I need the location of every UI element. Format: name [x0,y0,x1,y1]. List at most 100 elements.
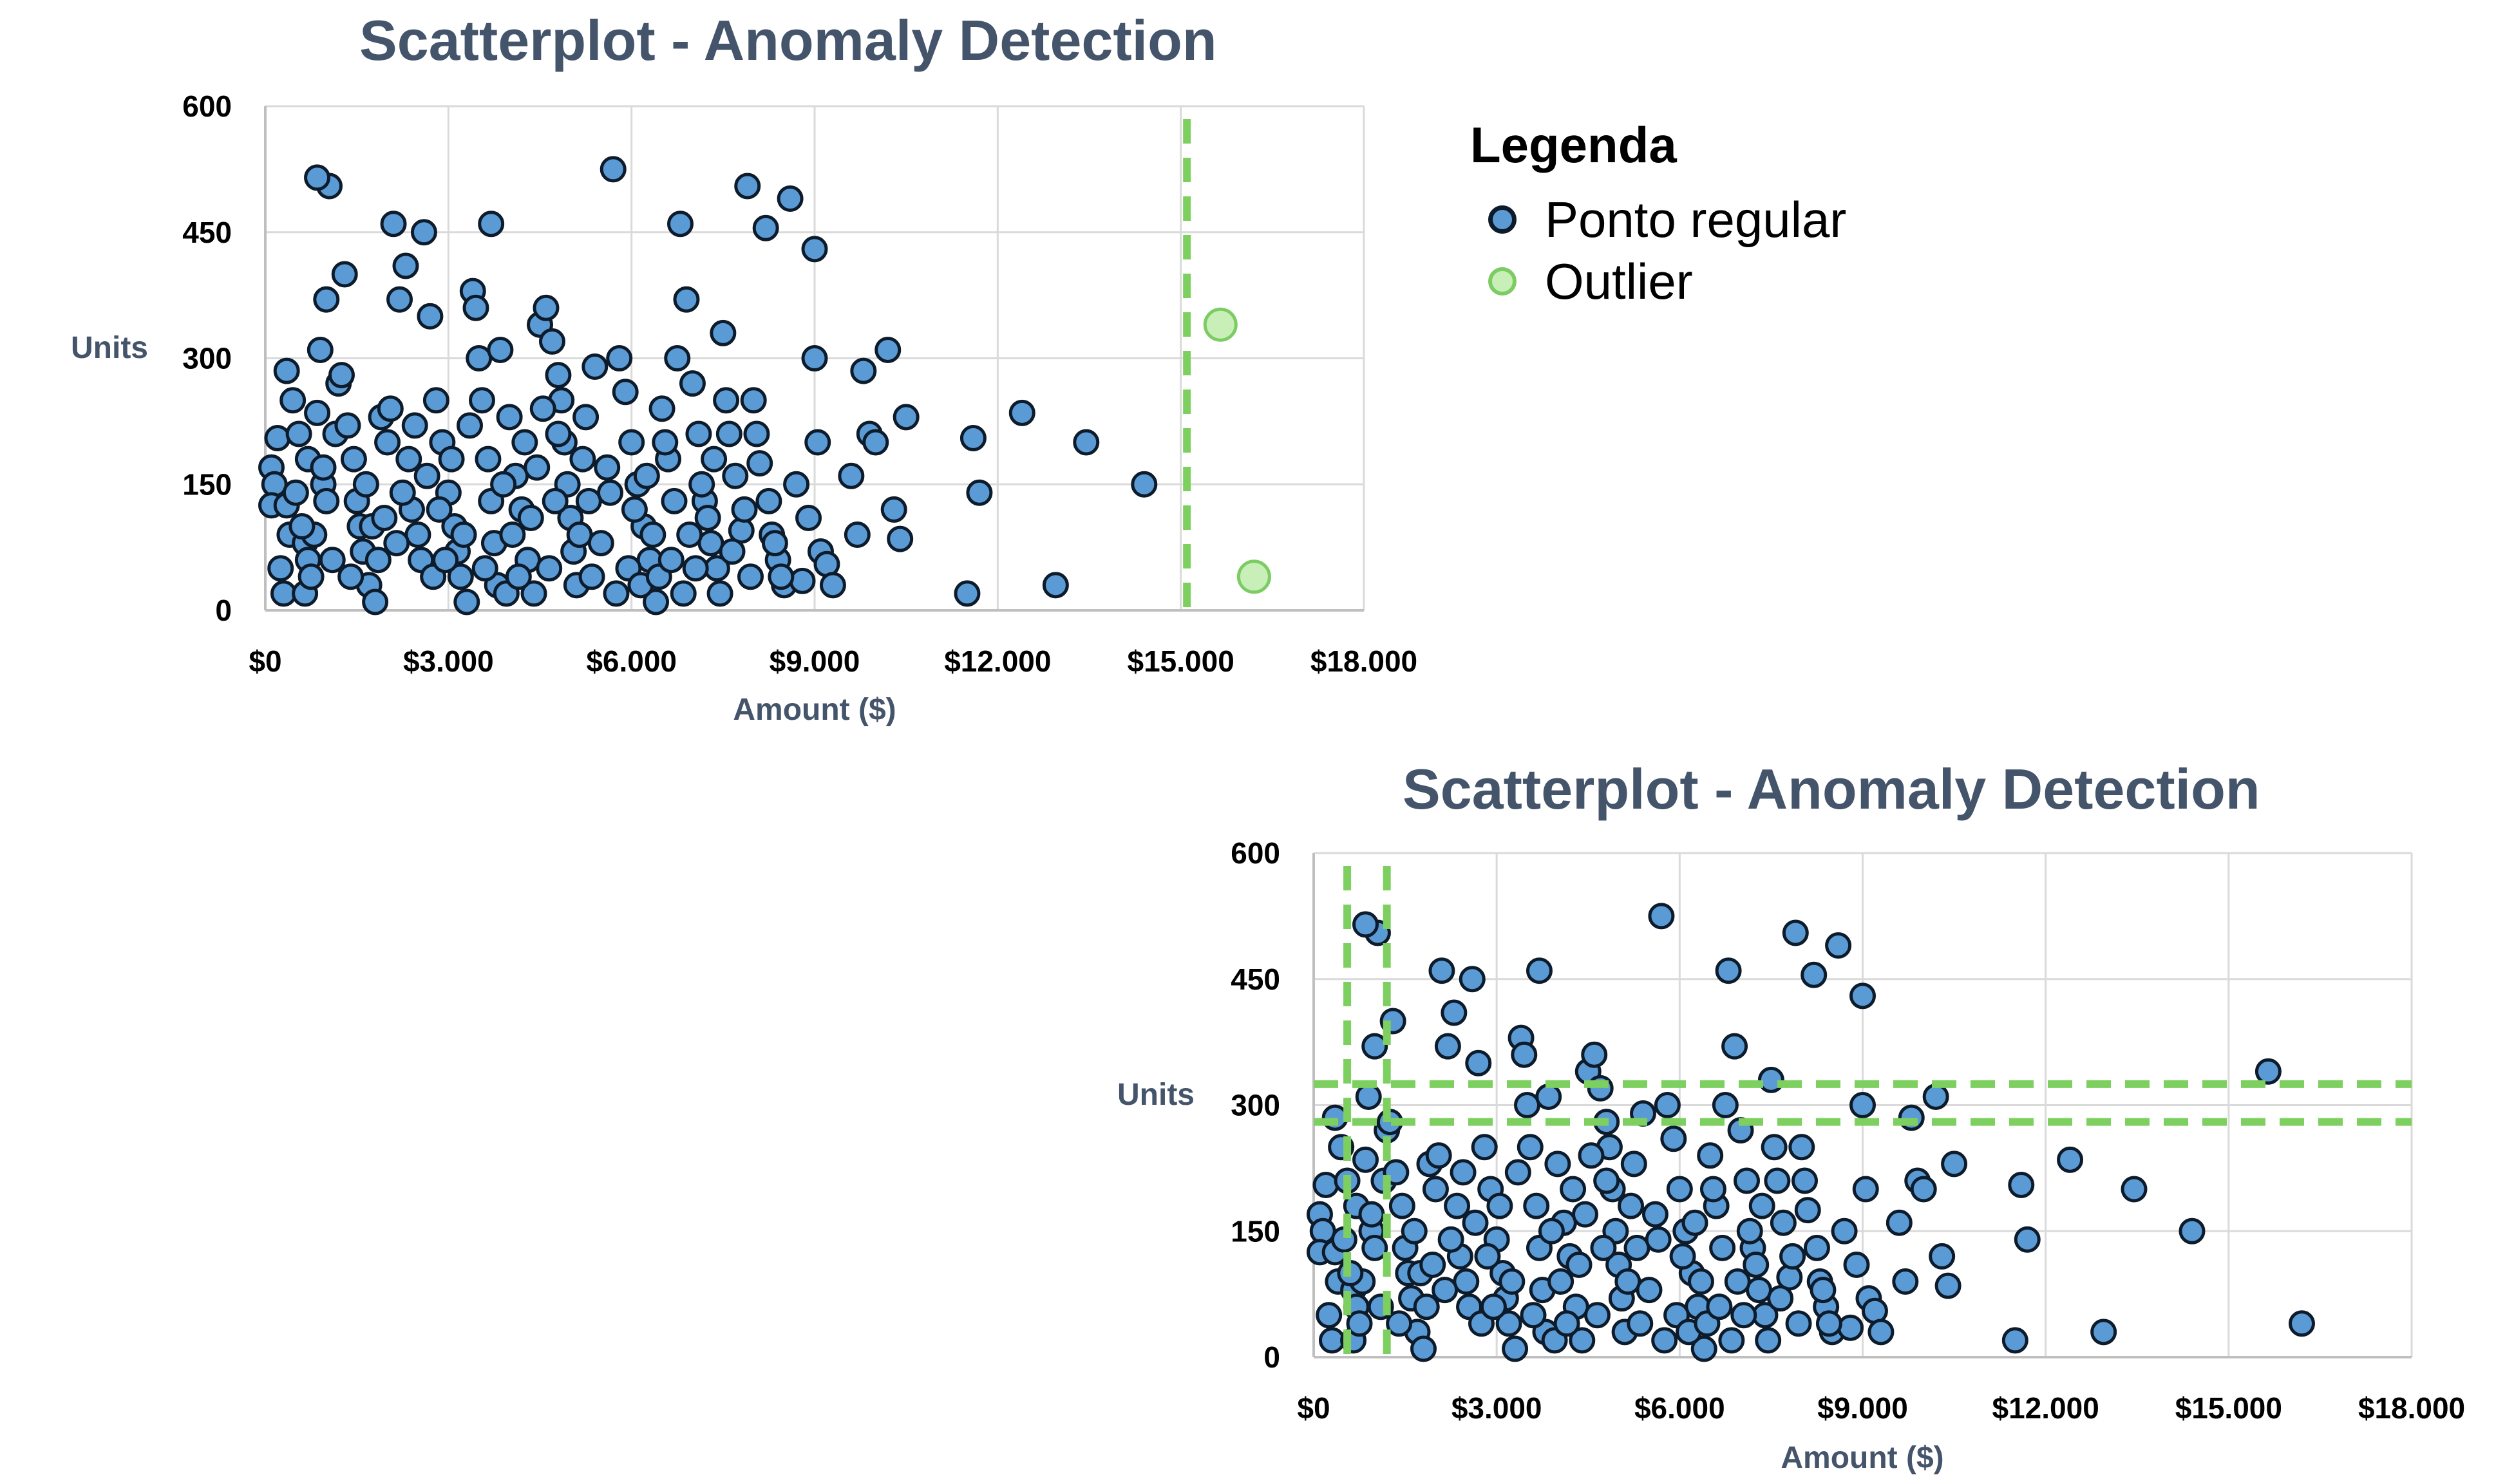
chart-2-data-point [1318,1327,1345,1354]
chart-1-data-point [462,294,489,321]
chart-2-data-point [1736,1217,1763,1244]
chart-1-data-point [490,471,517,498]
chart-1-data-point [364,547,392,574]
chart-1-data-point [334,412,361,439]
chart-2-data-point [1651,1327,1678,1354]
chart-1-data-point [596,479,623,506]
chart-2-data-point [1425,1142,1452,1169]
chart-2-data-point [1803,1234,1830,1261]
chart-1-data-point [648,395,676,422]
chart-2-data-point [1572,1201,1599,1228]
chart-1-data-point [313,487,340,514]
chart-1-data-point [606,345,633,371]
chart-1-data-point [1008,399,1035,426]
chart-1-data-point [471,555,498,582]
chart-2-data-point [1892,1268,1919,1295]
chart-1-data-point [520,580,547,607]
chart-1-data-point [529,395,556,422]
chart-1-data-point [395,446,422,473]
chart-1-data-point [752,214,779,241]
chart-1-data-point [743,420,770,447]
chart-1-data-point [542,487,569,514]
chart-1-data-point [850,357,877,384]
chart-1-data-point [386,286,413,313]
chart-1-data-point [664,345,691,371]
legend-item-outlier: Outlier [1470,250,1846,312]
chart-2-data-point [1934,1272,1961,1299]
chart-2-data-point [1681,1209,1708,1236]
chart-1-data-point [538,328,565,355]
chart-1-data-point [706,580,733,607]
chart-1-data-point [380,211,407,238]
chart-1-data-point [666,211,694,238]
chart-1-data-point [670,580,697,607]
chart-2-data-point [1748,1192,1775,1219]
chart-2-data-point [1645,1226,1672,1253]
chart-2-data-point [1623,1234,1650,1261]
chart-2-data-point [1410,1335,1437,1362]
chart-1-data-point [874,336,902,363]
chart-1-x-tick-label: $0 [249,644,281,678]
chart-1-data-point [499,521,526,549]
chart-2-data-point [1614,1268,1641,1295]
chart-1-x-axis-title: Amount ($) [733,693,896,727]
chart-1-data-point [643,588,670,615]
chart-2-data-point [1432,1277,1459,1304]
chart-2-data-point [1523,1192,1550,1219]
chart-1-data-point [959,424,987,451]
chart-1-data-point [603,580,630,607]
chart-2-data-point [1511,1041,1538,1068]
chart-2-data-point [1459,966,1486,993]
chart-2-data-point [1560,1176,1587,1203]
chart-1-data-point [410,219,437,246]
chart-1-data-point [374,429,401,456]
chart-2-data-point [1361,1234,1388,1261]
chart-2-data-point [1428,957,1455,984]
chart-1-data-point [594,454,621,481]
chart-2-data-point [1745,1277,1772,1304]
chart-1-data-point [652,429,679,456]
chart-1-data-point [844,521,871,549]
legend-label-regular: Ponto regular [1545,191,1847,248]
chart-1-data-point [536,555,563,582]
chart-2-data-point [1441,999,1468,1026]
chart-2-y-tick-label: 150 [1231,1214,1280,1248]
chart-2-data-point [1583,1302,1611,1329]
chart-2-data-point [1474,1243,1501,1270]
chart-1-x-tick-label: $15.000 [1128,644,1234,678]
chart-2-x-axis-title: Amount ($) [1781,1441,1943,1475]
legend-item-regular: Ponto regular [1470,189,1846,250]
chart-1-data-point [496,404,523,431]
chart-2-data-point [2179,1217,2206,1244]
chart-1-data-point [413,462,440,489]
chart-1-data-point [392,252,419,279]
chart-2-data-point [1565,1251,1593,1278]
chart-1-data-point [450,521,477,549]
chart-2-data-point [1593,1167,1620,1194]
chart-2-data-point [1810,1277,1837,1304]
chart-2-data-point [1544,1151,1571,1178]
chart-1-data-point [478,211,505,238]
chart-1-data-point [715,420,742,447]
chart-2-data-point [1706,1293,1733,1320]
chart-1-data-point [801,345,828,371]
chart-2-data-point [1355,1083,1382,1110]
chart-1-data-point [569,446,596,473]
chart-2-data-point [1352,911,1379,938]
chart-2-data-point [1730,1302,1757,1329]
chart-2-data-point [1788,1134,1815,1161]
chart-2-data-point [1815,1310,1842,1337]
chart-1-data-point [545,420,572,447]
chart-2-data-point [1837,1314,1864,1341]
chart-2-data-point [1627,1310,1654,1337]
chart-2-data-point [1486,1192,1513,1219]
chart-2-x-tick-label: $0 [1297,1391,1330,1425]
chart-2-data-point [2090,1319,2117,1346]
chart-2-data-point [1761,1134,1788,1161]
chart-2-data-point [1794,1197,1821,1224]
chart-1-data-point [887,525,914,552]
chart-1-data-point [581,353,609,380]
chart-1-data-point [740,387,767,414]
chart-2-x-tick-label: $3.000 [1451,1391,1542,1425]
chart-1-data-point [426,496,453,523]
